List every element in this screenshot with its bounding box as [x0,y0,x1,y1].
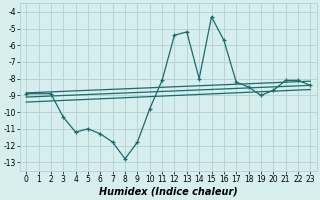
X-axis label: Humidex (Indice chaleur): Humidex (Indice chaleur) [99,187,238,197]
